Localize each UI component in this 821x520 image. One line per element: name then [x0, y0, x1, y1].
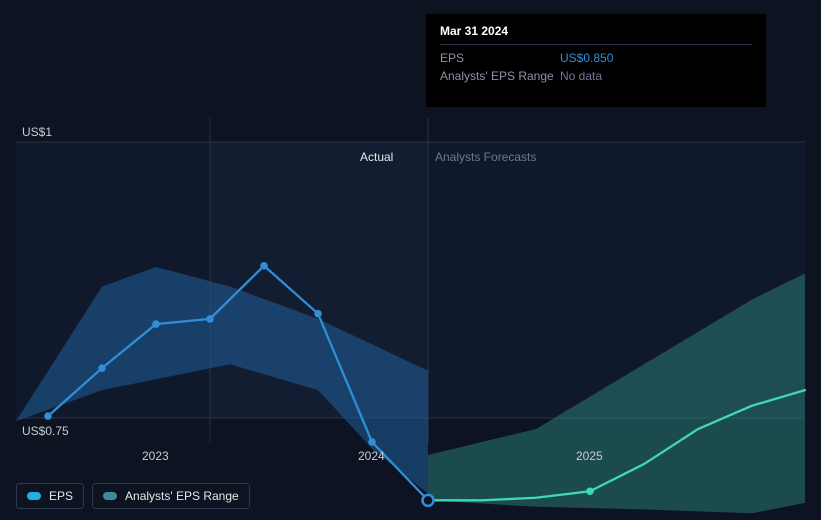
tooltip-row-eps: EPS US$0.850: [440, 49, 752, 67]
tooltip-eps-key: EPS: [440, 49, 560, 67]
legend-swatch-range: [103, 492, 117, 500]
tooltip-eps-value: US$0.850: [560, 49, 752, 67]
eps-chart: US$1 US$0.75 2023 2024 2025 Actual Analy…: [0, 0, 821, 520]
legend-label-eps: EPS: [49, 489, 73, 503]
region-label-forecast: Analysts Forecasts: [435, 150, 536, 164]
legend-item-eps[interactable]: EPS: [16, 483, 84, 509]
tooltip-separator: [440, 44, 752, 45]
tooltip-row-range: Analysts' EPS Range No data: [440, 67, 752, 85]
tooltip-range-value: No data: [560, 67, 752, 85]
legend-label-range: Analysts' EPS Range: [125, 489, 239, 503]
y-axis-top-label: US$1: [22, 125, 52, 139]
legend-swatch-eps: [27, 492, 41, 500]
y-axis-bottom-label: US$0.75: [22, 424, 69, 438]
chart-legend: EPS Analysts' EPS Range: [16, 483, 250, 509]
x-axis-tick-2: 2025: [576, 449, 603, 463]
tooltip-date: Mar 31 2024: [440, 24, 752, 38]
x-axis-tick-0: 2023: [142, 449, 169, 463]
legend-item-range[interactable]: Analysts' EPS Range: [92, 483, 250, 509]
region-label-actual: Actual: [360, 150, 393, 164]
chart-tooltip: Mar 31 2024 EPS US$0.850 Analysts' EPS R…: [426, 14, 766, 107]
tooltip-range-key: Analysts' EPS Range: [440, 67, 560, 85]
x-axis-tick-1: 2024: [358, 449, 385, 463]
